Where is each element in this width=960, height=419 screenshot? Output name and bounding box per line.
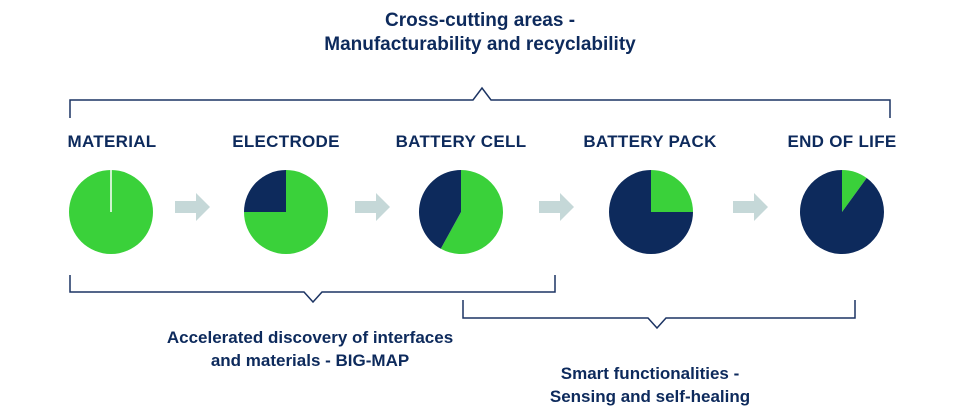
arrow-right-icon	[539, 193, 574, 221]
stage-label-end-of-life: END OF LIFE	[787, 132, 897, 151]
stage-label-material: MATERIAL	[67, 132, 157, 151]
pie-slice-green	[651, 170, 693, 212]
pie-electrode	[244, 170, 328, 254]
stage-label-battery-cell: BATTERY CELL	[395, 132, 527, 151]
right-bottom-bracket	[462, 300, 856, 330]
pie-slice-navy	[800, 170, 884, 255]
pie-slice-green	[842, 170, 867, 212]
left-caption-line2: and materials - BIG-MAP	[210, 351, 410, 370]
right-caption-line2: Sensing and self-healing	[549, 387, 751, 406]
arrow-right-icon	[733, 193, 768, 221]
top-bracket	[69, 86, 891, 118]
pie-slice-green	[440, 170, 503, 255]
pie-material	[69, 170, 153, 254]
arrow-right-icon	[355, 193, 390, 221]
pie-battery-cell	[419, 170, 503, 255]
pie-slice-navy	[419, 170, 461, 249]
stage-label-electrode: ELECTRODE	[232, 132, 340, 151]
right-caption-line1: Smart functionalities -	[560, 364, 740, 383]
pie-slice-navy	[609, 170, 693, 254]
left-caption-line1: Accelerated discovery of interfaces	[166, 328, 454, 347]
stage-label-battery-pack: BATTERY PACK	[583, 132, 717, 151]
pie-slice-navy	[244, 170, 286, 212]
pie-battery-pack	[609, 170, 693, 254]
left-bottom-bracket	[69, 275, 556, 304]
top-caption-line2: Manufacturability and recyclability	[324, 34, 636, 55]
arrow-right-icon	[175, 193, 210, 221]
pie-end-of-life	[800, 170, 884, 255]
top-caption-line1: Cross-cutting areas -	[384, 10, 576, 31]
